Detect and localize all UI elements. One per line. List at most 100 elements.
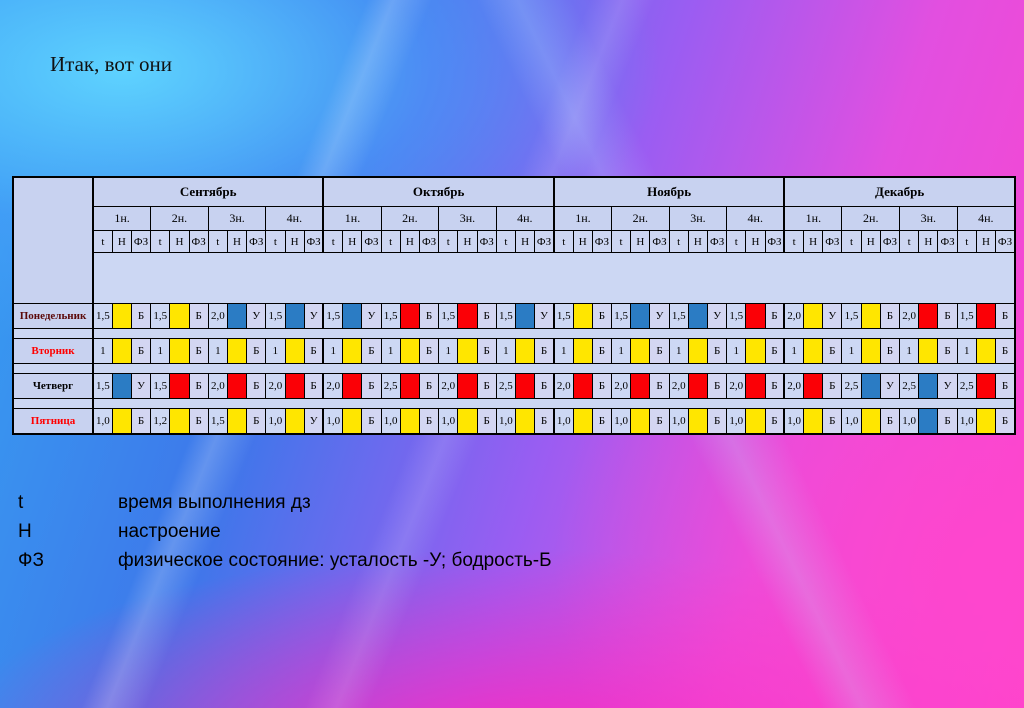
legend-row-t: t время выполнения дз (18, 492, 552, 514)
mood-cell (745, 373, 766, 399)
month-header: Декабрь (783, 176, 1016, 207)
mood-cell (975, 408, 997, 435)
slide-title: Итак, вот они (50, 52, 173, 76)
mood-cell (514, 373, 536, 399)
mood-cell (975, 303, 997, 329)
month-header-row: Сентябрь Октябрь Ноябрь Декабрь (12, 176, 1016, 304)
t-cell: 2,0 (552, 373, 574, 399)
mood-cell (226, 373, 248, 399)
mood-cell (572, 303, 593, 329)
day-name: Вторник (12, 338, 94, 364)
fz-cell: Б (418, 408, 440, 435)
fz-cell: У (303, 303, 324, 329)
mood-cell (630, 408, 651, 435)
t-cell: 1,0 (380, 408, 401, 435)
mood-cell (630, 338, 651, 364)
week-header: 2н. (150, 206, 209, 231)
t-cell: 2,0 (668, 373, 689, 399)
legend-text-mood: настроение (118, 521, 221, 542)
mood-cell (975, 338, 997, 364)
t-cell: 1,0 (726, 408, 747, 435)
measure-header: Н (745, 230, 766, 253)
mood-cell (226, 303, 248, 329)
fz-cell: Б (534, 338, 555, 364)
measure-header: ФЗ (188, 230, 209, 253)
measure-header: ФЗ (130, 230, 152, 253)
day-name: Понедельник (12, 303, 94, 329)
schedule-table-container: Сентябрь Октябрь Ноябрь Декабрь 1н. 2н. 3н. 4н.… (12, 176, 1016, 435)
measure-header: t (841, 230, 862, 253)
mood-cell (284, 373, 305, 399)
mood-cell (284, 338, 305, 364)
fz-cell: Б (476, 408, 497, 435)
t-cell: 1 (610, 338, 632, 364)
t-cell: 1,2 (150, 408, 171, 435)
mood-cell (918, 303, 939, 329)
fz-cell: Б (764, 338, 785, 364)
week-header: 3н. (899, 206, 958, 231)
t-cell: 1 (438, 338, 459, 364)
fz-cell: Б (879, 303, 901, 329)
mood-cell (169, 338, 190, 364)
t-cell: 1,0 (783, 408, 805, 435)
spacer-cell (92, 363, 1016, 374)
t-cell: 1,5 (380, 303, 401, 329)
fz-cell: Б (476, 338, 497, 364)
fz-cell: Б (188, 303, 209, 329)
fz-cell: Б (937, 303, 958, 329)
measure-header: ФЗ (303, 230, 324, 253)
t-cell: 1,0 (552, 408, 574, 435)
month-header: Ноябрь (552, 176, 785, 207)
mood-cell (687, 338, 709, 364)
fz-cell: Б (764, 373, 785, 399)
corner-cell (12, 176, 94, 304)
day-name: Пятница (12, 408, 94, 435)
mood-cell (169, 303, 190, 329)
t-cell: 1 (207, 338, 228, 364)
measure-header: Н (803, 230, 824, 253)
t-cell: 2,0 (783, 373, 805, 399)
t-cell: 1,0 (610, 408, 632, 435)
measure-header: Н (975, 230, 997, 253)
fz-cell: Б (995, 373, 1016, 399)
fz-cell: У (879, 373, 901, 399)
fz-cell: Б (879, 408, 901, 435)
t-cell: 1 (495, 338, 516, 364)
week-header-row: 1н. 2н. 3н. 4н. 1н. 2н. 3н. 4н. 1н. 2н. 3н. 4н. 1н. 2… (13, 206, 1016, 231)
t-cell: 2,0 (265, 373, 286, 399)
week-header: 2н. (380, 206, 440, 231)
fz-cell: У (822, 303, 843, 329)
legend-text-physical: физическое состояние: усталость -У; бодр… (118, 550, 552, 571)
fz-cell: Б (706, 373, 728, 399)
fz-cell: Б (764, 303, 785, 329)
mood-cell (111, 408, 132, 435)
measure-header: Н (284, 230, 305, 253)
fz-cell: Б (476, 303, 497, 329)
t-cell: 1,0 (841, 408, 862, 435)
fz-cell: Б (130, 338, 152, 364)
measure-header: Н (630, 230, 651, 253)
mood-cell (687, 373, 709, 399)
fz-cell: Б (591, 303, 612, 329)
fz-cell: Б (937, 338, 958, 364)
measure-header: t (207, 230, 228, 253)
legend-row-physical: ФЗ физическое состояние: усталость -У; б… (18, 550, 552, 572)
t-cell: 1,5 (552, 303, 574, 329)
fz-cell: Б (591, 338, 612, 364)
fz-cell: Б (649, 373, 670, 399)
mood-cell (918, 373, 939, 399)
t-cell: 1 (380, 338, 401, 364)
t-cell: 1,5 (91, 303, 113, 329)
mood-cell (111, 373, 132, 399)
spacer-cell (92, 252, 1016, 304)
mood-cell (399, 303, 420, 329)
mood-cell (457, 373, 478, 399)
mood-cell (572, 338, 593, 364)
mood-cell (342, 373, 363, 399)
t-cell: 2,0 (207, 373, 228, 399)
t-cell: 1,5 (956, 303, 977, 329)
measure-header: t (610, 230, 632, 253)
mood-cell (226, 408, 248, 435)
mood-cell (745, 303, 766, 329)
fz-cell: Б (418, 338, 440, 364)
